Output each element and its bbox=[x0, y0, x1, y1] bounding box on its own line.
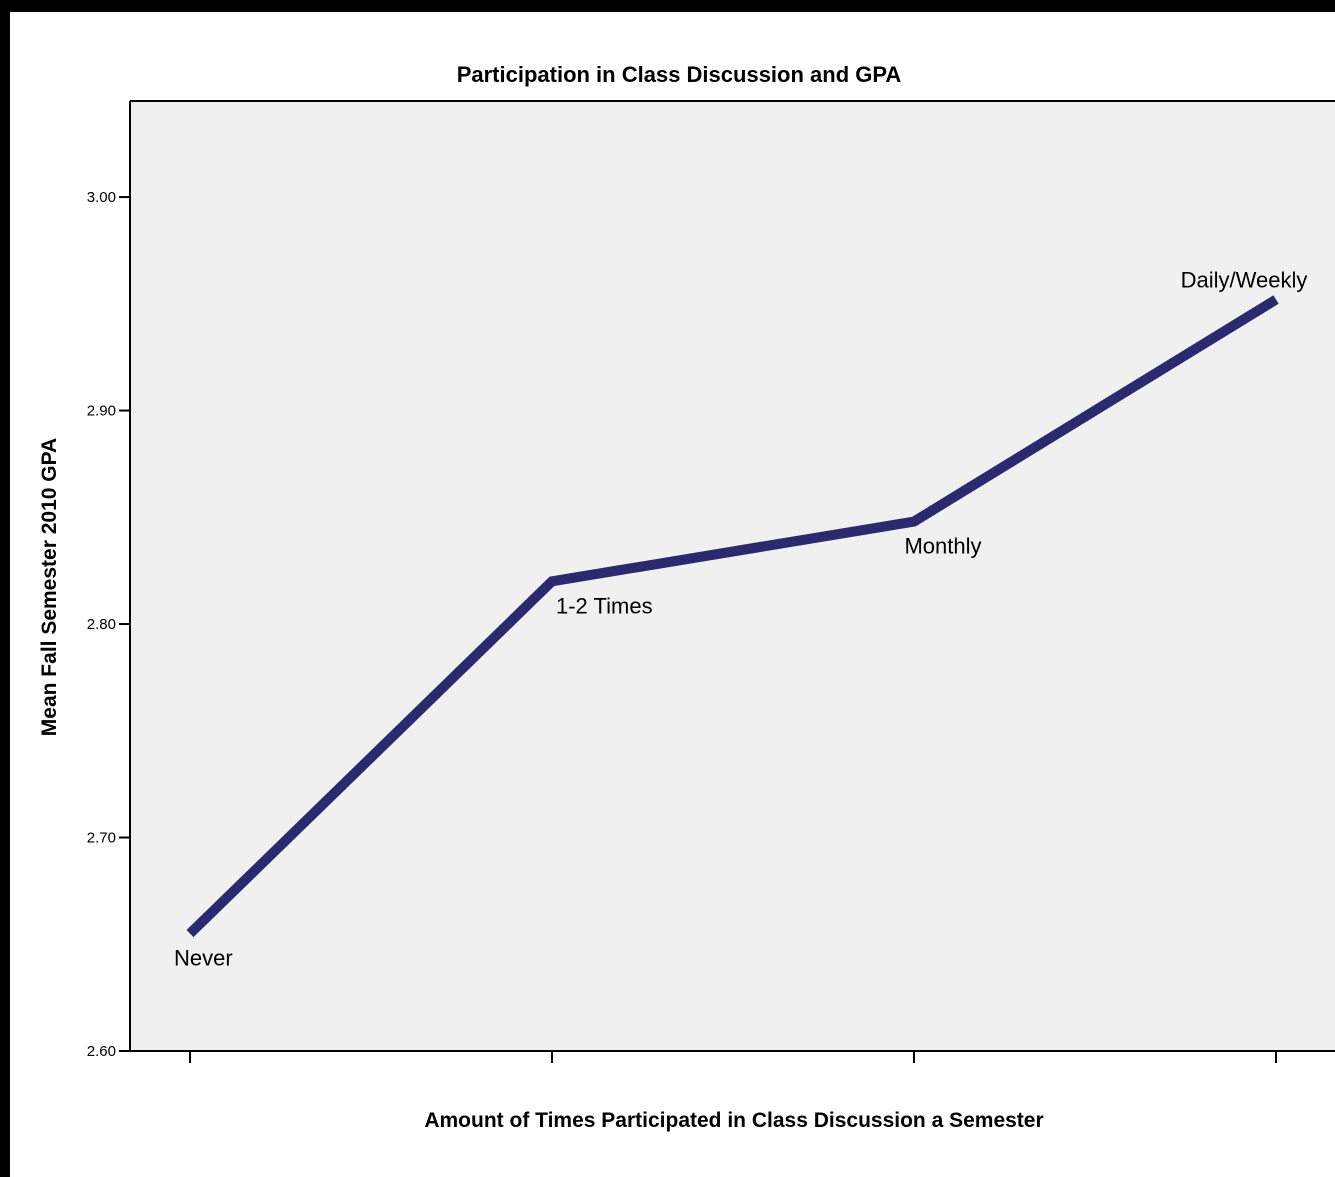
y-tick-label: 3.00 bbox=[87, 189, 116, 206]
y-tick-label: 2.70 bbox=[87, 830, 116, 847]
data-label: Monthly bbox=[904, 534, 981, 559]
y-tick-label: 2.90 bbox=[87, 403, 116, 420]
series-line bbox=[186, 295, 1279, 938]
x-axis-title: Amount of Times Participated in Class Di… bbox=[424, 1109, 1043, 1132]
y-axis-title: Mean Fall Semester 2010 GPA bbox=[38, 438, 61, 736]
y-tick-label: 2.80 bbox=[87, 616, 116, 633]
chart-title: Participation in Class Discussion and GP… bbox=[457, 62, 902, 87]
data-label: Daily/Weekly bbox=[1181, 268, 1308, 293]
plot-area bbox=[130, 101, 1335, 1051]
line-chart: 2.60 2.70 2.80 2.90 3.00 Never 1-2 Times Month… bbox=[38, 62, 1335, 1132]
y-tick-label: 2.60 bbox=[87, 1043, 116, 1060]
data-label: Never bbox=[174, 946, 233, 971]
data-label: 1-2 Times bbox=[556, 593, 653, 618]
chart-canvas: 2.60 2.70 2.80 2.90 3.00 Never 1-2 Times Month… bbox=[10, 12, 1335, 1177]
